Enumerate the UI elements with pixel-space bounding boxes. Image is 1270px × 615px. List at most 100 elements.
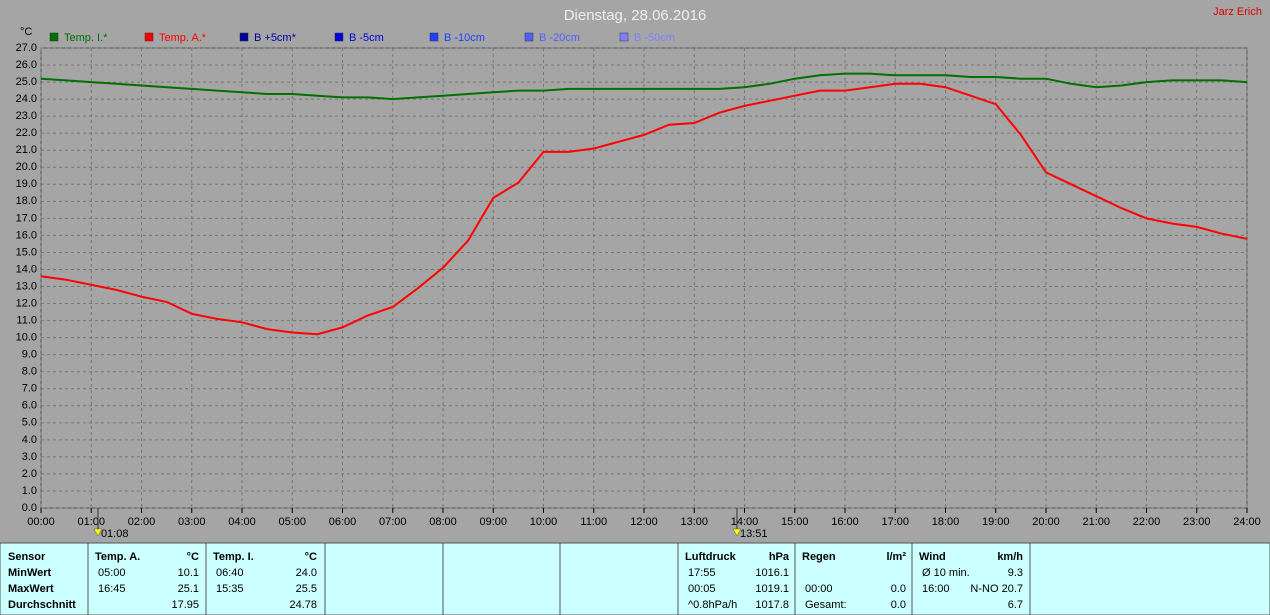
stats-unit: l/m²	[886, 551, 906, 563]
stats-value: N-NO 20.7	[970, 583, 1023, 595]
x-tick-label: 02:00	[128, 516, 156, 528]
stats-row-label: MinWert	[8, 567, 52, 579]
stats-row-label: MaxWert	[8, 583, 54, 595]
y-tick-label: 23.0	[16, 110, 37, 122]
legend-swatch	[144, 32, 154, 42]
y-tick-label: 8.0	[22, 366, 37, 378]
y-tick-label: 21.0	[16, 144, 37, 156]
x-tick-label: 13:00	[680, 516, 708, 528]
stats-value: 0.0	[891, 599, 906, 611]
legend-swatch	[619, 32, 629, 42]
y-tick-label: 4.0	[22, 434, 37, 446]
x-tick-label: 15:00	[781, 516, 809, 528]
legend-label: Temp. I.*	[64, 32, 108, 44]
y-tick-label: 13.0	[16, 280, 37, 292]
stats-row-label: Durchschnitt	[8, 599, 76, 611]
x-tick-label: 23:00	[1183, 516, 1211, 528]
x-tick-label: 12:00	[630, 516, 658, 528]
marker-label: 13:51	[740, 528, 768, 540]
stats-unit: km/h	[997, 551, 1023, 563]
stats-row-label: Sensor	[8, 551, 46, 563]
legend-swatch	[49, 32, 59, 42]
x-tick-label: 18:00	[932, 516, 960, 528]
marker-label: 01:08	[101, 528, 129, 540]
x-tick-label: 16:00	[831, 516, 859, 528]
y-tick-label: 16.0	[16, 229, 37, 241]
x-tick-label: 22:00	[1133, 516, 1161, 528]
chart-title: Dienstag, 28.06.2016	[564, 7, 707, 24]
x-tick-label: 08:00	[429, 516, 457, 528]
x-tick-label: 06:00	[329, 516, 357, 528]
x-tick-label: 03:00	[178, 516, 206, 528]
stats-unit: °C	[305, 551, 317, 563]
stats-value: 6.7	[1008, 599, 1023, 611]
x-tick-label: 14:00	[731, 516, 759, 528]
y-tick-label: 14.0	[16, 263, 37, 275]
stats-value: 9.3	[1008, 567, 1023, 579]
stats-panel	[0, 542, 1270, 615]
x-tick-label: 24:00	[1233, 516, 1261, 528]
y-axis-label: °C	[20, 26, 32, 38]
x-tick-label: 04:00	[228, 516, 256, 528]
stats-time: 06:40	[216, 567, 244, 579]
legend-label: B +5cm*	[254, 32, 297, 44]
x-tick-label: 20:00	[1032, 516, 1060, 528]
stats-header: Luftdruck	[685, 551, 737, 563]
stats-time: 17:55	[688, 567, 716, 579]
y-tick-label: 9.0	[22, 349, 37, 361]
y-tick-label: 5.0	[22, 417, 37, 429]
series-line	[40, 72, 1248, 101]
legend-label: B -10cm	[444, 32, 485, 44]
stats-header: Temp. A.	[95, 551, 140, 563]
y-tick-label: 20.0	[16, 161, 37, 173]
x-tick-label: 00:00	[27, 516, 55, 528]
y-tick-label: 22.0	[16, 127, 37, 139]
stats-time: Ø 10 min.	[922, 567, 970, 579]
stats-time: ^0.8hPa/h	[688, 599, 737, 611]
stats-value: 0.0	[891, 583, 906, 595]
x-tick-label: 10:00	[530, 516, 558, 528]
y-tick-label: 10.0	[16, 332, 37, 344]
y-tick-label: 27.0	[16, 42, 37, 54]
x-tick-label: 19:00	[982, 516, 1010, 528]
stats-header: Regen	[802, 551, 836, 563]
stats-value: 24.78	[289, 599, 317, 611]
x-tick-label: 01:00	[77, 516, 105, 528]
stats-time: 05:00	[98, 567, 126, 579]
stats-time: 16:45	[98, 583, 126, 595]
y-tick-label: 12.0	[16, 297, 37, 309]
y-tick-label: 3.0	[22, 451, 37, 463]
y-tick-label: 15.0	[16, 246, 37, 258]
y-tick-label: 11.0	[16, 314, 37, 326]
stats-time: 16:00	[922, 583, 950, 595]
stats-value: 25.1	[178, 583, 199, 595]
legend-swatch	[334, 32, 344, 42]
y-tick-label: 25.0	[16, 76, 37, 88]
stats-value: 1017.8	[755, 599, 789, 611]
stats-value: 25.5	[296, 583, 317, 595]
marker-icon	[732, 528, 742, 537]
y-tick-label: 6.0	[22, 400, 37, 412]
y-tick-label: 18.0	[16, 195, 37, 207]
stats-time: 00:00	[805, 583, 833, 595]
stats-header: Temp. I.	[213, 551, 254, 563]
y-tick-label: 2.0	[22, 468, 37, 480]
author: Jarz Erich	[1213, 6, 1262, 18]
series-line	[40, 82, 1248, 336]
stats-value: 24.0	[296, 567, 317, 579]
legend-label: B -5cm	[349, 32, 384, 44]
y-tick-label: 26.0	[16, 59, 37, 71]
legend-label: B -50cm	[634, 32, 675, 44]
stats-value: 1016.1	[755, 567, 789, 579]
legend-swatch	[429, 32, 439, 42]
y-tick-label: 7.0	[22, 383, 37, 395]
stats-value: 1019.1	[755, 583, 789, 595]
x-tick-label: 21:00	[1082, 516, 1110, 528]
stats-time: 15:35	[216, 583, 244, 595]
x-tick-label: 05:00	[278, 516, 306, 528]
stats-header: Wind	[919, 551, 946, 563]
legend-swatch	[524, 32, 534, 42]
legend-label: Temp. A.*	[159, 32, 207, 44]
